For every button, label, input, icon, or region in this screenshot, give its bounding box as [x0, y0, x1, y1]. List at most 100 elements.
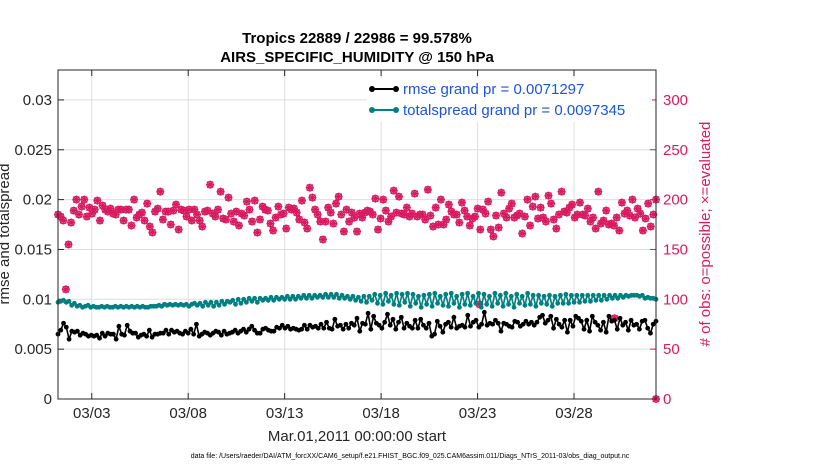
totalspread-point	[598, 297, 604, 303]
totalspread-point	[421, 292, 427, 298]
totalspread-point	[544, 301, 550, 307]
y-tick-label-left: 0.01	[23, 291, 52, 308]
totalspread-point	[579, 292, 585, 298]
totalspread-point	[527, 301, 533, 307]
obs-evaluated-point	[213, 205, 222, 214]
rmse-point	[61, 320, 66, 326]
totalspread-point	[377, 292, 383, 298]
obs-evaluated-point	[221, 215, 230, 224]
obs-evaluated-point	[297, 196, 306, 205]
obs-evaluated-point	[473, 204, 482, 213]
rmse-point	[448, 324, 454, 330]
obs-evaluated-point	[61, 285, 70, 294]
rmse-point	[540, 312, 545, 318]
totalspread-point	[560, 300, 566, 306]
rmse-point	[218, 332, 224, 338]
obs-evaluated-point	[292, 208, 301, 217]
obs-evaluated-point	[455, 218, 464, 227]
rmse-point	[645, 325, 651, 331]
rmse-point	[565, 329, 570, 335]
obs-evaluated-point	[573, 210, 582, 219]
totalspread-point	[407, 303, 413, 309]
totalspread-point	[492, 290, 498, 296]
y-tick-label-right: 150	[663, 241, 688, 258]
obs-evaluated-point	[541, 217, 550, 226]
totalspread-point	[369, 297, 375, 303]
obs-evaluated-point	[631, 213, 640, 222]
rmse-point	[97, 335, 102, 341]
obs-evaluated-point	[88, 209, 97, 218]
legend-spread-label: totalspread grand pr = 0.0097345	[403, 102, 625, 119]
rmse-point	[315, 325, 321, 331]
obs-evaluated-point	[219, 214, 228, 223]
totalspread-point	[244, 299, 249, 305]
rmse-point	[595, 322, 601, 328]
y-tick-label-left: 0.005	[14, 341, 52, 358]
obs-evaluated-point	[253, 228, 262, 237]
rmse-point	[423, 325, 429, 331]
totalspread-point	[522, 302, 528, 308]
obs-evaluated-point	[518, 229, 527, 238]
totalspread-point	[571, 299, 577, 305]
y-axis-label-left: rmse and totalspread	[0, 164, 13, 305]
rmse-point	[606, 313, 612, 319]
obs-evaluated-point	[489, 232, 498, 241]
obs-evaluated-point	[481, 209, 490, 218]
totalspread-point	[552, 293, 558, 299]
obs-evaluated-point	[478, 205, 487, 214]
totalspread-point	[380, 301, 386, 307]
obs-evaluated-point	[373, 225, 382, 234]
obs-evaluated-point	[475, 300, 484, 309]
rmse-point	[271, 328, 277, 334]
obs-evaluated-point	[255, 215, 264, 224]
obs-evaluated-point	[457, 198, 466, 207]
y-tick-label-right: 300	[663, 92, 688, 109]
totalspread-point	[462, 301, 468, 307]
obs-evaluated-point	[93, 196, 102, 205]
totalspread-point	[577, 299, 582, 305]
obs-evaluated-point	[185, 205, 194, 214]
obs-evaluated-point	[599, 216, 608, 225]
obs-evaluated-point	[463, 212, 472, 221]
obs-evaluated-point	[633, 204, 642, 213]
obs-evaluated-point	[329, 219, 338, 228]
totalspread-point	[558, 292, 563, 298]
rmse-point	[434, 318, 440, 324]
totalspread-point	[350, 293, 356, 299]
totalspread-point	[361, 293, 367, 299]
obs-evaluated-point	[536, 203, 545, 212]
totalspread-point	[596, 292, 602, 298]
totalspread-point	[388, 292, 394, 298]
obs-evaluated-point	[526, 221, 535, 230]
rmse-point	[124, 322, 130, 328]
rmse-point	[346, 325, 352, 331]
obs-evaluated-point	[242, 197, 251, 206]
obs-evaluated-point	[263, 206, 272, 215]
obs-evaluated-point	[318, 235, 327, 244]
totalspread-point	[402, 299, 408, 305]
obs-evaluated-point	[371, 194, 380, 203]
obs-evaluated-point	[581, 211, 590, 220]
obs-evaluated-point	[206, 180, 215, 189]
obs-evaluated-point	[418, 210, 427, 219]
obs-evaluated-point	[617, 198, 626, 207]
rmse-point	[191, 331, 197, 337]
totalspread-point	[413, 300, 419, 306]
rmse-point	[304, 326, 310, 332]
rmse-point	[146, 327, 152, 333]
obs-evaluated-point	[583, 204, 592, 213]
obs-evaluated-point	[347, 208, 356, 217]
obs-evaluated-point	[389, 186, 398, 195]
totalspread-point	[366, 293, 372, 299]
rmse-point	[415, 325, 421, 331]
rmse-point	[398, 314, 404, 320]
rmse-point	[445, 319, 451, 325]
obs-evaluated-point	[384, 217, 393, 226]
totalspread-point	[443, 291, 449, 297]
obs-evaluated-point	[77, 202, 86, 211]
rmse-point	[581, 326, 587, 332]
obs-evaluated-point	[465, 221, 474, 230]
obs-evaluated-point	[610, 221, 619, 230]
obs-evaluated-point	[266, 219, 275, 228]
rmse-point	[354, 315, 360, 321]
